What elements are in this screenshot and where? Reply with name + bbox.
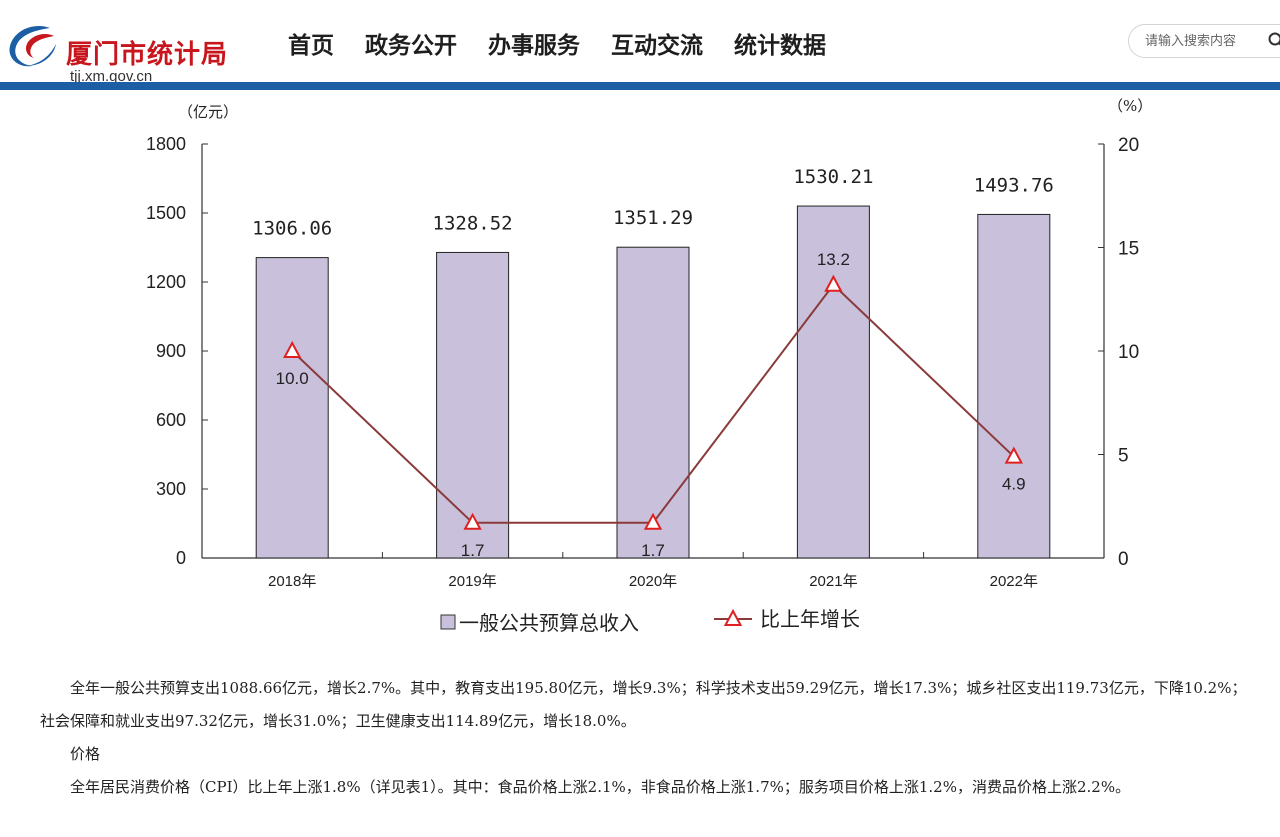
bar-2018年 [255, 257, 329, 559]
left-axis-tick-label: 1500 [146, 203, 186, 223]
right-axis-tick-label: 15 [1118, 239, 1139, 260]
header-divider-bar [0, 82, 1280, 90]
growth-data-label: 1.7 [461, 541, 485, 560]
nav-item-services[interactable]: 办事服务 [488, 33, 580, 59]
bar-data-label: 1530.21 [793, 166, 873, 188]
article-body: 全年一般公共预算支出1088.66亿元，增长2.7%。其中，教育支出195.80… [40, 672, 1255, 804]
growth-point-marker [643, 512, 663, 530]
search-input[interactable] [1145, 32, 1255, 50]
logo-emblem-icon [9, 26, 56, 67]
section-heading-price: 价格 [70, 745, 101, 763]
left-axis-unit-label: （亿元） [178, 103, 238, 121]
x-axis-tick-label: 2019年 [448, 573, 496, 590]
nav-item-interaction[interactable]: 互动交流 [611, 33, 703, 59]
growth-data-label: 1.7 [641, 541, 665, 560]
bar-data-label: 1493.76 [974, 174, 1054, 196]
legend-line-label: 比上年增长 [760, 607, 860, 631]
bar-data-label: 1328.52 [433, 212, 513, 234]
growth-point-marker [1004, 446, 1023, 464]
x-axis-tick-label: 2020年 [629, 573, 677, 590]
nav-item-statistics[interactable]: 统计数据 [734, 33, 826, 59]
revenue-chart: 0 300 600 900 1200 1500 1800 0 5 10 15 20 （亿元） （%） 201… [146, 97, 1152, 635]
x-axis-tick-label: 2021年 [809, 573, 857, 590]
bar-2021年 [796, 205, 870, 559]
bar-data-label: 1306.06 [252, 218, 332, 240]
left-axis-tick-label: 900 [156, 341, 186, 361]
nav-item-home[interactable]: 首页 [288, 33, 334, 59]
paragraph-expenditure: 全年一般公共预算支出1088.66亿元，增长2.7%。其中，教育支出195.80… [40, 679, 1247, 730]
nav-item-government-affairs[interactable]: 政务公开 [365, 33, 457, 59]
bar-data-label: 1351.29 [613, 207, 693, 229]
right-axis-tick-label: 10 [1118, 342, 1139, 363]
x-axis-tick-label: 2022年 [990, 573, 1038, 590]
x-axis-tick-label: 2018年 [268, 573, 316, 590]
growth-data-label: 13.2 [817, 250, 850, 269]
legend-line-marker [723, 608, 743, 626]
search-icon[interactable] [1267, 31, 1280, 51]
left-axis-tick-label: 1800 [146, 134, 186, 154]
right-axis-tick-label: 0 [1118, 549, 1129, 570]
bar-2019年 [436, 251, 510, 559]
main-nav: 首页 政务公开 办事服务 互动交流 统计数据 [288, 26, 857, 60]
growth-point-marker [283, 340, 302, 358]
left-axis-tick-label: 0 [176, 548, 186, 568]
search-box [1128, 24, 1280, 58]
site-logo[interactable]: 厦门市统计局 tjj.xm.gov.cn [4, 18, 254, 85]
bar-2020年 [616, 246, 690, 559]
growth-data-label: 4.9 [1002, 475, 1026, 494]
left-axis-tick-label: 1200 [146, 272, 186, 292]
growth-point-marker [824, 274, 843, 292]
paragraph-cpi: 全年居民消费价格（CPI）比上年上涨1.8%（详见表1）。其中：食品价格上涨2.… [70, 778, 1131, 796]
site-domain: tjj.xm.gov.cn [70, 68, 153, 85]
left-axis-tick-label: 300 [156, 479, 186, 499]
site-header: 厦门市统计局 tjj.xm.gov.cn 首页 政务公开 办事服务 互动交流 统… [0, 0, 1280, 85]
legend-bar-label: 一般公共预算总收入 [459, 611, 639, 635]
growth-data-label: 10.0 [276, 369, 309, 388]
right-axis-tick-label: 5 [1118, 446, 1129, 467]
legend-bar-swatch [440, 614, 456, 630]
left-axis-tick-label: 600 [156, 410, 186, 430]
right-axis-tick-label: 20 [1118, 135, 1139, 156]
right-axis-unit-label: （%） [1108, 97, 1152, 115]
site-title: 厦门市统计局 [66, 40, 229, 70]
growth-point-marker [463, 512, 482, 530]
bar-2022年 [977, 213, 1051, 559]
